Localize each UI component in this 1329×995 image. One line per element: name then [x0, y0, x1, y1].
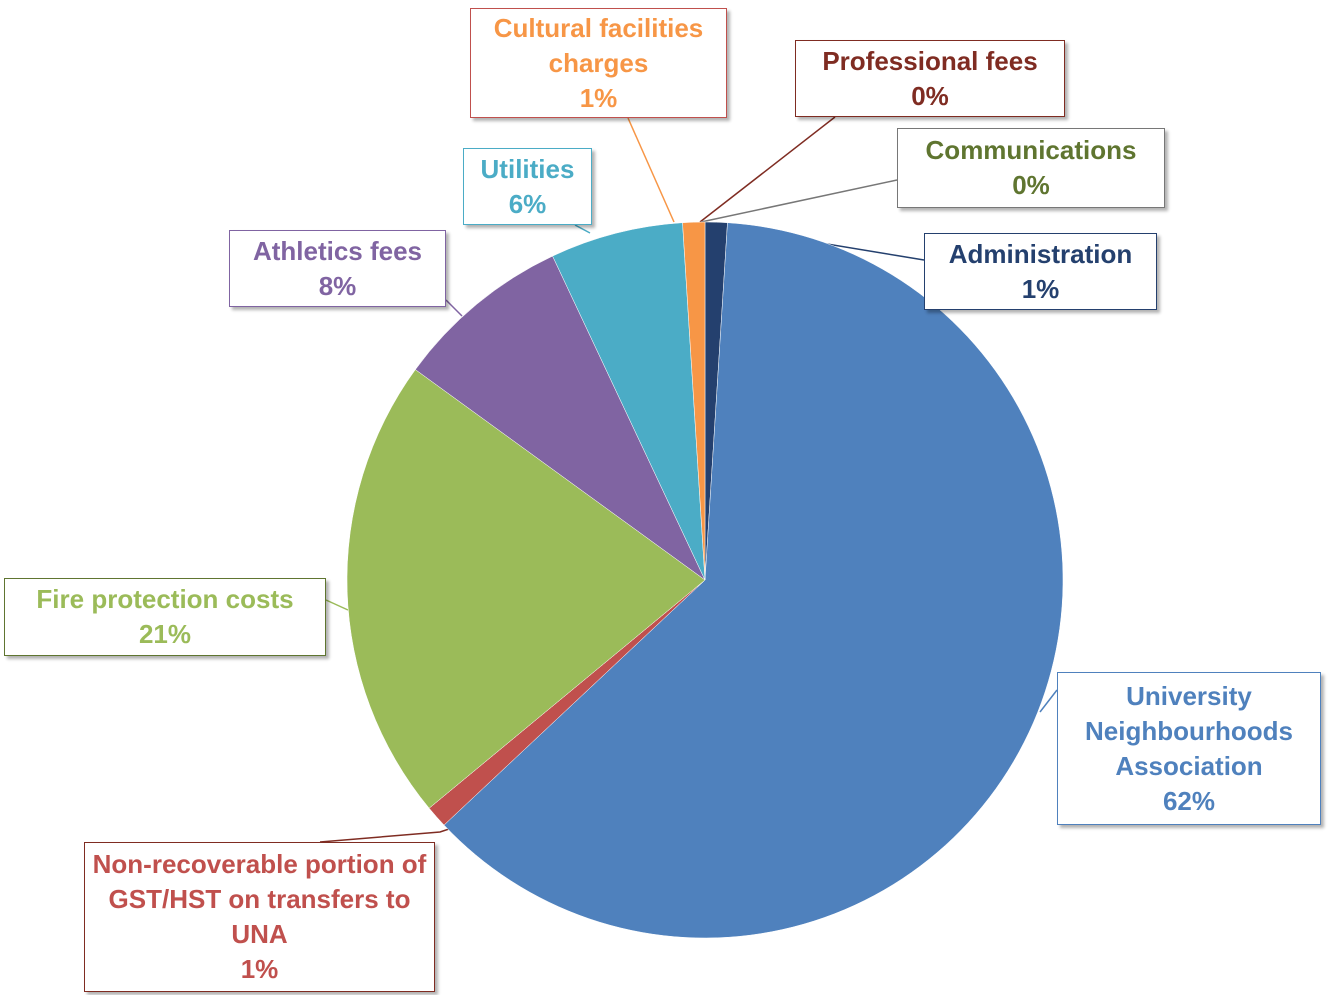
value-label: 6% — [508, 188, 547, 219]
leader-line — [1039, 689, 1058, 713]
value-label: 1% — [579, 82, 618, 113]
category-label: Utilities — [480, 153, 575, 184]
leader-line — [445, 299, 463, 317]
data-label: Administration 1% — [924, 233, 1157, 310]
category-label: Athletics fees — [252, 235, 423, 266]
category-label: Communications — [925, 135, 1137, 165]
category-label: Fire protection costs — [36, 584, 294, 614]
value-label: 1% — [240, 954, 279, 984]
data-label: Utilities 6% — [463, 148, 592, 225]
leader-line — [699, 116, 836, 223]
leader-line — [627, 117, 675, 223]
category-label: University Neighbourhoods Association — [1085, 680, 1293, 781]
leader-line — [574, 224, 591, 234]
data-label: University Neighbourhoods Association 62% — [1057, 672, 1321, 825]
category-label: Cultural facilities charges — [493, 12, 704, 78]
data-label: Non-recoverable portion of GST/HST on tr… — [84, 842, 435, 992]
pie-slice — [682, 221, 706, 581]
leader-line — [319, 827, 453, 843]
data-label: Communications 0% — [897, 128, 1165, 208]
category-label: Administration — [948, 238, 1133, 269]
pie-slice — [552, 222, 706, 581]
value-label: 62% — [1162, 785, 1216, 816]
pie-slice — [415, 255, 706, 581]
leader-line — [325, 599, 349, 611]
value-label: 1% — [1021, 273, 1060, 304]
data-label: Cultural facilities charges 1% — [470, 8, 727, 118]
category-label: Non-recoverable portion of GST/HST on tr… — [92, 849, 427, 949]
value-label: 0% — [911, 80, 949, 111]
data-label: Fire protection costs 21% — [4, 578, 326, 656]
pie-slice — [443, 222, 1064, 939]
pie-slice — [346, 369, 706, 809]
data-label: Athletics fees 8% — [229, 230, 446, 307]
category-label: Professional fees — [822, 45, 1038, 76]
value-label: 8% — [318, 270, 357, 301]
data-label: Professional fees 0% — [795, 40, 1065, 117]
value-label: 21% — [138, 619, 192, 649]
value-label: 0% — [1012, 170, 1050, 200]
leader-line — [700, 179, 898, 223]
